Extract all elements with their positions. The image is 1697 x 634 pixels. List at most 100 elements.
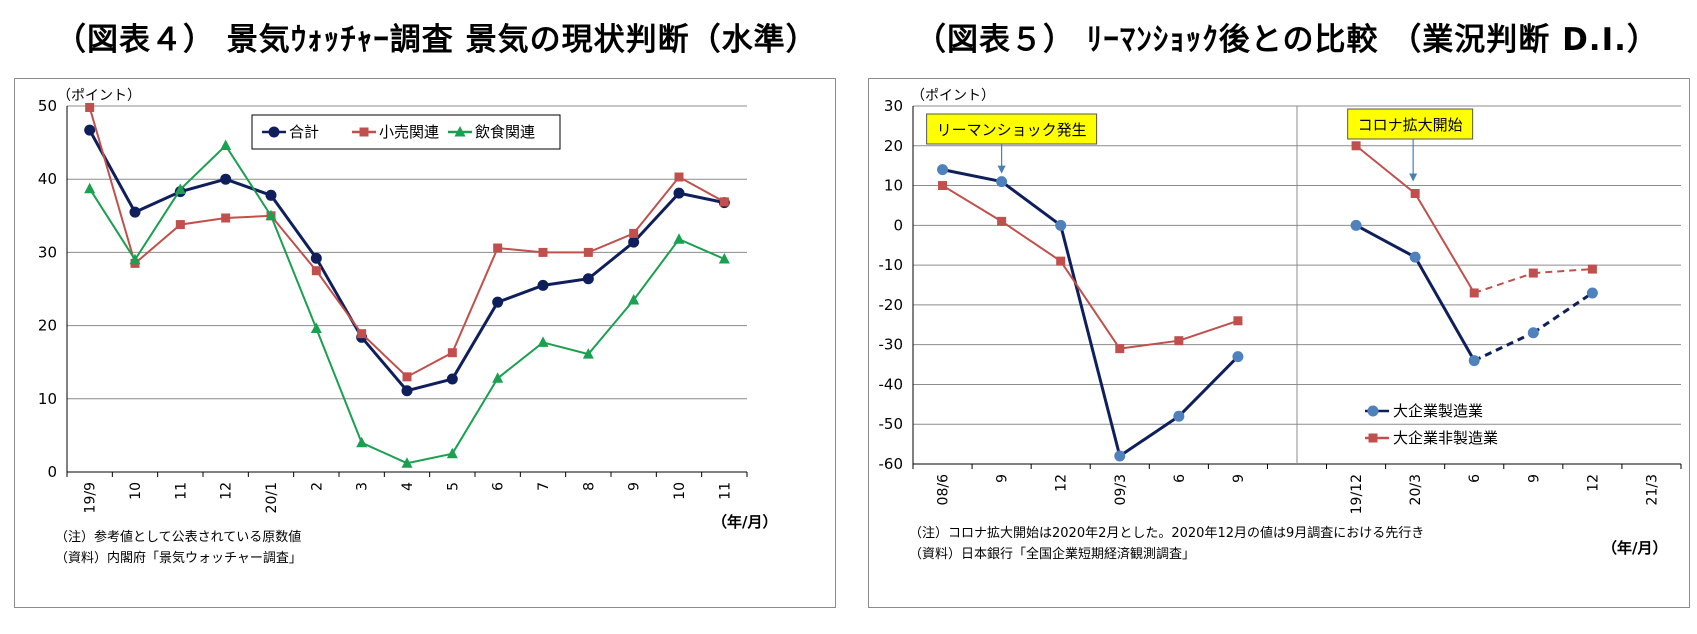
chart1-x-tick-label: 5 <box>445 482 461 491</box>
chart1-data-point <box>220 139 232 151</box>
chart1-x-tick-label: 10 <box>128 482 144 500</box>
chart1-data-point <box>673 233 685 244</box>
chart1-data-point <box>582 273 594 285</box>
chart2-x-tick-label: 19/12 <box>1349 474 1365 514</box>
chart2-data-point <box>1115 344 1125 354</box>
chart2-y-tick-label: -40 <box>879 375 904 393</box>
chart2-series-segment <box>1178 319 1239 342</box>
chart1-data-point <box>265 189 277 201</box>
chart2-series-segment <box>1414 193 1476 294</box>
chart2-data-point <box>1173 410 1185 422</box>
chart1-data-point <box>492 296 504 308</box>
chart2-data-point <box>1114 450 1126 462</box>
chart1-x-tick-label: 19/9 <box>83 482 99 513</box>
chart2-callout-lehman <box>926 113 1098 145</box>
chart2-source: （資料）日本銀行「全国企業短期経済観測調査」 <box>909 547 1196 562</box>
chart2-callout-corona-arrowhead <box>1409 173 1418 182</box>
chart2-data-point <box>1232 351 1244 363</box>
chart2-data-point <box>1468 355 1480 367</box>
chart2-data-point <box>997 216 1007 226</box>
chart1-x-tick-label: 6 <box>491 482 507 491</box>
chart1-legend-icon-marker <box>454 126 466 137</box>
chart2-series-segment <box>1177 355 1239 418</box>
chart2-data-point <box>937 164 949 176</box>
chart1-data-point <box>402 372 412 382</box>
chart1-x-tick-label: 4 <box>400 482 416 491</box>
chart1-data-point <box>220 173 232 185</box>
chart2-series-segment <box>1532 291 1594 334</box>
chart2-series-segment <box>1473 272 1534 294</box>
chart1-data-point <box>538 247 548 257</box>
chart2-data-point <box>1174 336 1184 346</box>
chart1-data-point <box>537 279 549 291</box>
chart2-y-tick-label: -20 <box>879 296 904 314</box>
chart1-x-tick-label: 7 <box>536 482 552 491</box>
chart2-data-point <box>1527 327 1539 339</box>
chart2-data-point <box>1587 264 1597 274</box>
chart2-data-point <box>1409 251 1421 263</box>
chart1-data-point <box>446 373 458 385</box>
chart1-data-point <box>719 197 729 207</box>
chart1-note: （注）参考値として公表されている原数値 <box>55 530 302 545</box>
chart2-x-tick-label: 9 <box>995 474 1011 483</box>
chart1-data-point <box>265 209 277 221</box>
chart2-data-point <box>1055 219 1067 231</box>
chart2-callout-lehman-label: リーマンショック発生 <box>937 121 1087 139</box>
chart2-data-point <box>996 176 1008 188</box>
chart2-y-tick-label: 20 <box>884 137 903 155</box>
chart1-data-point <box>629 228 639 238</box>
chart1-plot: 0 10 20 30 40 50 19/9 10 11 12 20/1 2 3 4 5 6 7 8 9 10 11 合計 小… <box>38 97 748 513</box>
chart1-panel: 0 10 20 30 40 50 19/9 10 11 12 20/1 2 3 4 5 6 7 8 9 10 11 合計 小… <box>14 78 836 608</box>
chart1-data-point <box>583 247 593 257</box>
chart2-data-point <box>1586 287 1598 299</box>
chart1-legend-label: 飲食関連 <box>475 123 535 141</box>
chart1-y-tick-label: 0 <box>47 463 57 481</box>
chart1-data-point <box>628 236 640 248</box>
chart1-data-point <box>674 172 684 182</box>
chart1-data-point <box>357 329 367 339</box>
chart1-data-point <box>447 348 457 358</box>
chart2-y-tick-label: -10 <box>879 256 904 274</box>
chart2-series-segment <box>1118 415 1180 458</box>
chart2-x-tick-label: 08/6 <box>936 474 952 506</box>
chart1-data-point <box>311 266 321 276</box>
chart2-series-segment <box>1000 180 1062 227</box>
chart1-title: （図表４） 景気ｳｫｯﾁｬｰ調査 景気の現状判断（水準） <box>55 22 818 58</box>
chart2-data-point <box>1233 316 1243 326</box>
chart1-data-point <box>446 447 458 459</box>
chart1-data-point <box>129 206 141 218</box>
chart1-data-point <box>174 183 186 194</box>
chart2-x-tick-label: 21/3 <box>1644 474 1660 505</box>
chart1-unit-label: （ポイント） <box>57 88 141 104</box>
chart1-x-tick-label: 9 <box>627 482 643 491</box>
chart1-legend-label: 合計 <box>289 123 319 141</box>
chart2-plot: -60 -50 -40 -30 -20 -10 0 10 20 30 08/6 9 12 09/3 6 9 19… <box>879 97 1682 514</box>
chart1-data-point <box>310 252 322 264</box>
chart1-data-point <box>628 293 640 305</box>
chart2-x-unit: （年/月） <box>1602 539 1668 557</box>
chart1-data-point <box>84 182 96 194</box>
chart1-data-point <box>84 124 96 136</box>
chart1-x-tick-label: 3 <box>355 482 371 491</box>
chart2-series-segment <box>1355 224 1416 259</box>
chart2-data-point <box>938 181 948 191</box>
chart2-legend-icon-marker <box>1368 433 1378 443</box>
chart2-x-tick-label: 12 <box>1585 474 1601 492</box>
chart1-data-point <box>85 102 95 112</box>
chart2-y-tick-label: 0 <box>893 216 903 234</box>
chart2-series-segment <box>942 168 1002 184</box>
chart2-series-segment <box>1473 331 1534 362</box>
chart2-callout-corona <box>1347 108 1474 140</box>
chart2-unit-label: （ポイント） <box>911 88 995 104</box>
chart1-y-tick-label: 30 <box>38 243 57 261</box>
chart1-data-point <box>175 220 185 230</box>
chart2-legend-icon-marker <box>1367 405 1379 417</box>
chart2-x-tick-label: 09/3 <box>1113 474 1129 505</box>
chart1-y-tick-label: 10 <box>38 390 57 408</box>
chart2-series-segment <box>1119 339 1179 350</box>
chart2-title: （図表５） ﾘｰﾏﾝｼｮｯｸ後との比較 （業況判断 D.I.） <box>915 22 1659 58</box>
chart2-series-segment <box>1355 144 1416 195</box>
chart1-x-tick-label: 20/1 <box>264 482 280 513</box>
chart1-legend-icon-marker <box>268 126 280 138</box>
chart1-legend <box>251 114 561 150</box>
